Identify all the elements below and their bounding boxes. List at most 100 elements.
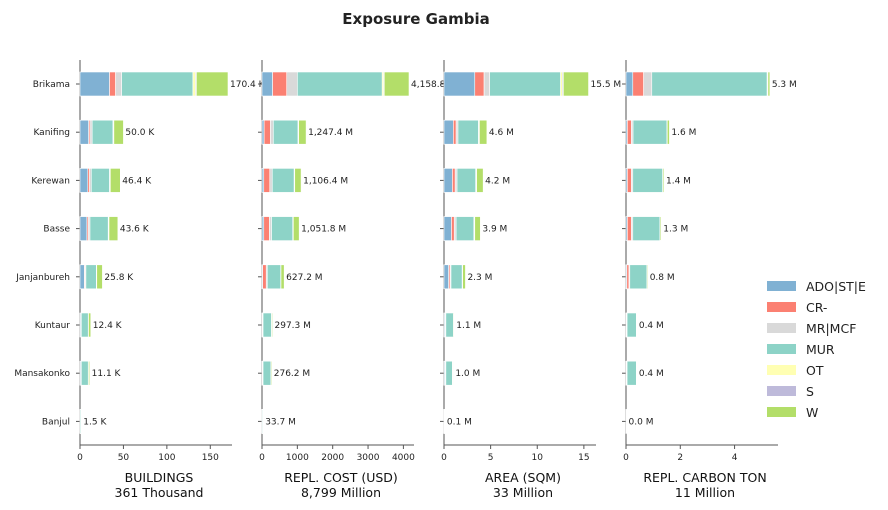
bar-segment bbox=[627, 119, 632, 145]
legend-swatch bbox=[767, 281, 796, 291]
bar-segment bbox=[262, 264, 267, 290]
bar-segment bbox=[79, 264, 85, 290]
x-axis-sublabel: 33 Million bbox=[493, 485, 553, 500]
bar-segment bbox=[443, 216, 452, 241]
bar-segment bbox=[626, 360, 637, 386]
panel-3: 0 5 10 15 15.5 M 4.6 M 4.2 M 3.9 M 2.3 M 1.1 M 1.0… bbox=[440, 60, 621, 500]
legend-label: MUR bbox=[806, 342, 835, 357]
bar-segment bbox=[298, 119, 307, 145]
bar-segment bbox=[91, 119, 114, 145]
bar-segment bbox=[662, 168, 665, 193]
bar-segment bbox=[646, 264, 649, 290]
bar-total-label: 0.1 M bbox=[447, 417, 472, 427]
x-tick-label: 2000 bbox=[321, 453, 344, 463]
legend-item: W bbox=[767, 405, 818, 420]
bar-segment bbox=[115, 71, 122, 97]
bar-segment bbox=[85, 264, 97, 290]
bar-segment bbox=[88, 312, 92, 338]
bar-segment bbox=[479, 119, 488, 145]
legend-item: ADO|ST|E bbox=[767, 279, 866, 294]
bar-segment bbox=[267, 264, 282, 290]
bar-segment bbox=[632, 216, 661, 241]
bar-segment bbox=[563, 71, 589, 97]
bar-segment bbox=[263, 168, 271, 193]
bar-total-label: 1.6 M bbox=[671, 128, 696, 138]
bar-total-label: 1.5 K bbox=[83, 417, 107, 427]
bar-segment bbox=[453, 119, 457, 145]
bar-total-label: 4.2 M bbox=[485, 176, 510, 186]
bar-total-label: 4.6 M bbox=[489, 128, 514, 138]
bar-total-label: 0.0 M bbox=[629, 417, 654, 427]
y-tick-label: Janjanbureh bbox=[15, 273, 70, 283]
bar-segment bbox=[79, 119, 89, 145]
bar-total-label: 33.7 M bbox=[265, 417, 296, 427]
x-axis-label: REPL. COST (USD) bbox=[284, 470, 398, 485]
legend-item: MR|MCF bbox=[767, 321, 856, 336]
legend-label: S bbox=[806, 384, 814, 399]
legend-swatch bbox=[767, 407, 796, 417]
bar-segment bbox=[263, 119, 271, 145]
bar-total-label: 2.3 M bbox=[467, 273, 492, 283]
legend-swatch bbox=[767, 302, 796, 312]
x-tick-label: 1000 bbox=[286, 453, 309, 463]
x-tick-label: 0 bbox=[77, 453, 83, 463]
panel-2: 0 1000 2000 3000 4000 4,158.8 1,247.4 M 1,106.4… bbox=[258, 60, 446, 500]
bar-segment bbox=[272, 71, 288, 97]
x-tick-label: 4000 bbox=[392, 453, 415, 463]
bar-segment bbox=[474, 71, 485, 97]
bar-segment bbox=[445, 360, 453, 386]
bar-segment bbox=[636, 312, 638, 338]
x-tick-label: 0 bbox=[259, 453, 265, 463]
x-tick-label: 0 bbox=[623, 453, 629, 463]
x-tick-label: 4 bbox=[732, 453, 738, 463]
bar-segment bbox=[286, 71, 298, 97]
bar-segment bbox=[81, 360, 89, 386]
bar-total-label: 4,158.8 bbox=[411, 80, 446, 90]
bar-segment bbox=[625, 409, 627, 434]
bar-total-label: 276.2 M bbox=[274, 369, 310, 379]
bar-total-label: 43.6 K bbox=[120, 225, 150, 235]
bar-segment bbox=[192, 71, 196, 97]
bar-total-label: 1.1 M bbox=[456, 321, 481, 331]
bar-total-label: 0.4 M bbox=[639, 369, 664, 379]
bar-segment bbox=[659, 216, 662, 241]
bar-segment bbox=[293, 216, 300, 241]
bar-segment bbox=[89, 216, 109, 241]
bar-segment bbox=[632, 168, 663, 193]
bar-segment bbox=[90, 168, 110, 193]
bar-segment bbox=[262, 312, 272, 338]
legend-item: OT bbox=[767, 363, 824, 378]
bar-segment bbox=[109, 71, 116, 97]
bar-segment bbox=[651, 71, 768, 97]
bar-segment bbox=[452, 360, 454, 386]
legend-item: S bbox=[767, 384, 814, 399]
bar-segment bbox=[767, 71, 771, 97]
bar-segment bbox=[270, 119, 274, 145]
bar-total-label: 627.2 M bbox=[286, 273, 322, 283]
bar-segment bbox=[443, 168, 453, 193]
x-axis-label: REPL. CARBON TON bbox=[643, 470, 766, 485]
chart-legend: ADO|ST|E CR- MR|MCF MUR OT SW bbox=[767, 279, 866, 420]
bar-segment bbox=[110, 168, 121, 193]
y-tick-label: Kerewan bbox=[31, 176, 70, 186]
bar-total-label: 3.9 M bbox=[482, 225, 507, 235]
legend-item: CR- bbox=[767, 300, 827, 315]
bar-total-label: 5.3 M bbox=[772, 80, 797, 90]
x-tick-label: 150 bbox=[202, 453, 219, 463]
bar-total-label: 1,051.8 M bbox=[301, 225, 346, 235]
bar-total-label: 1,247.4 M bbox=[308, 128, 353, 138]
y-tick-label: Kanifing bbox=[33, 128, 70, 138]
bar-segment bbox=[294, 168, 302, 193]
bar-segment bbox=[627, 168, 632, 193]
bar-segment bbox=[666, 119, 670, 145]
bar-segment bbox=[81, 312, 89, 338]
legend-swatch bbox=[767, 323, 796, 333]
x-tick-label: 3000 bbox=[357, 453, 380, 463]
bar-segment bbox=[445, 312, 454, 338]
bar-segment bbox=[271, 312, 273, 338]
bar-segment bbox=[79, 168, 89, 193]
bar-segment bbox=[483, 71, 490, 97]
bar-total-label: 1.0 M bbox=[455, 369, 480, 379]
bar-total-label: 0.4 M bbox=[639, 321, 664, 331]
